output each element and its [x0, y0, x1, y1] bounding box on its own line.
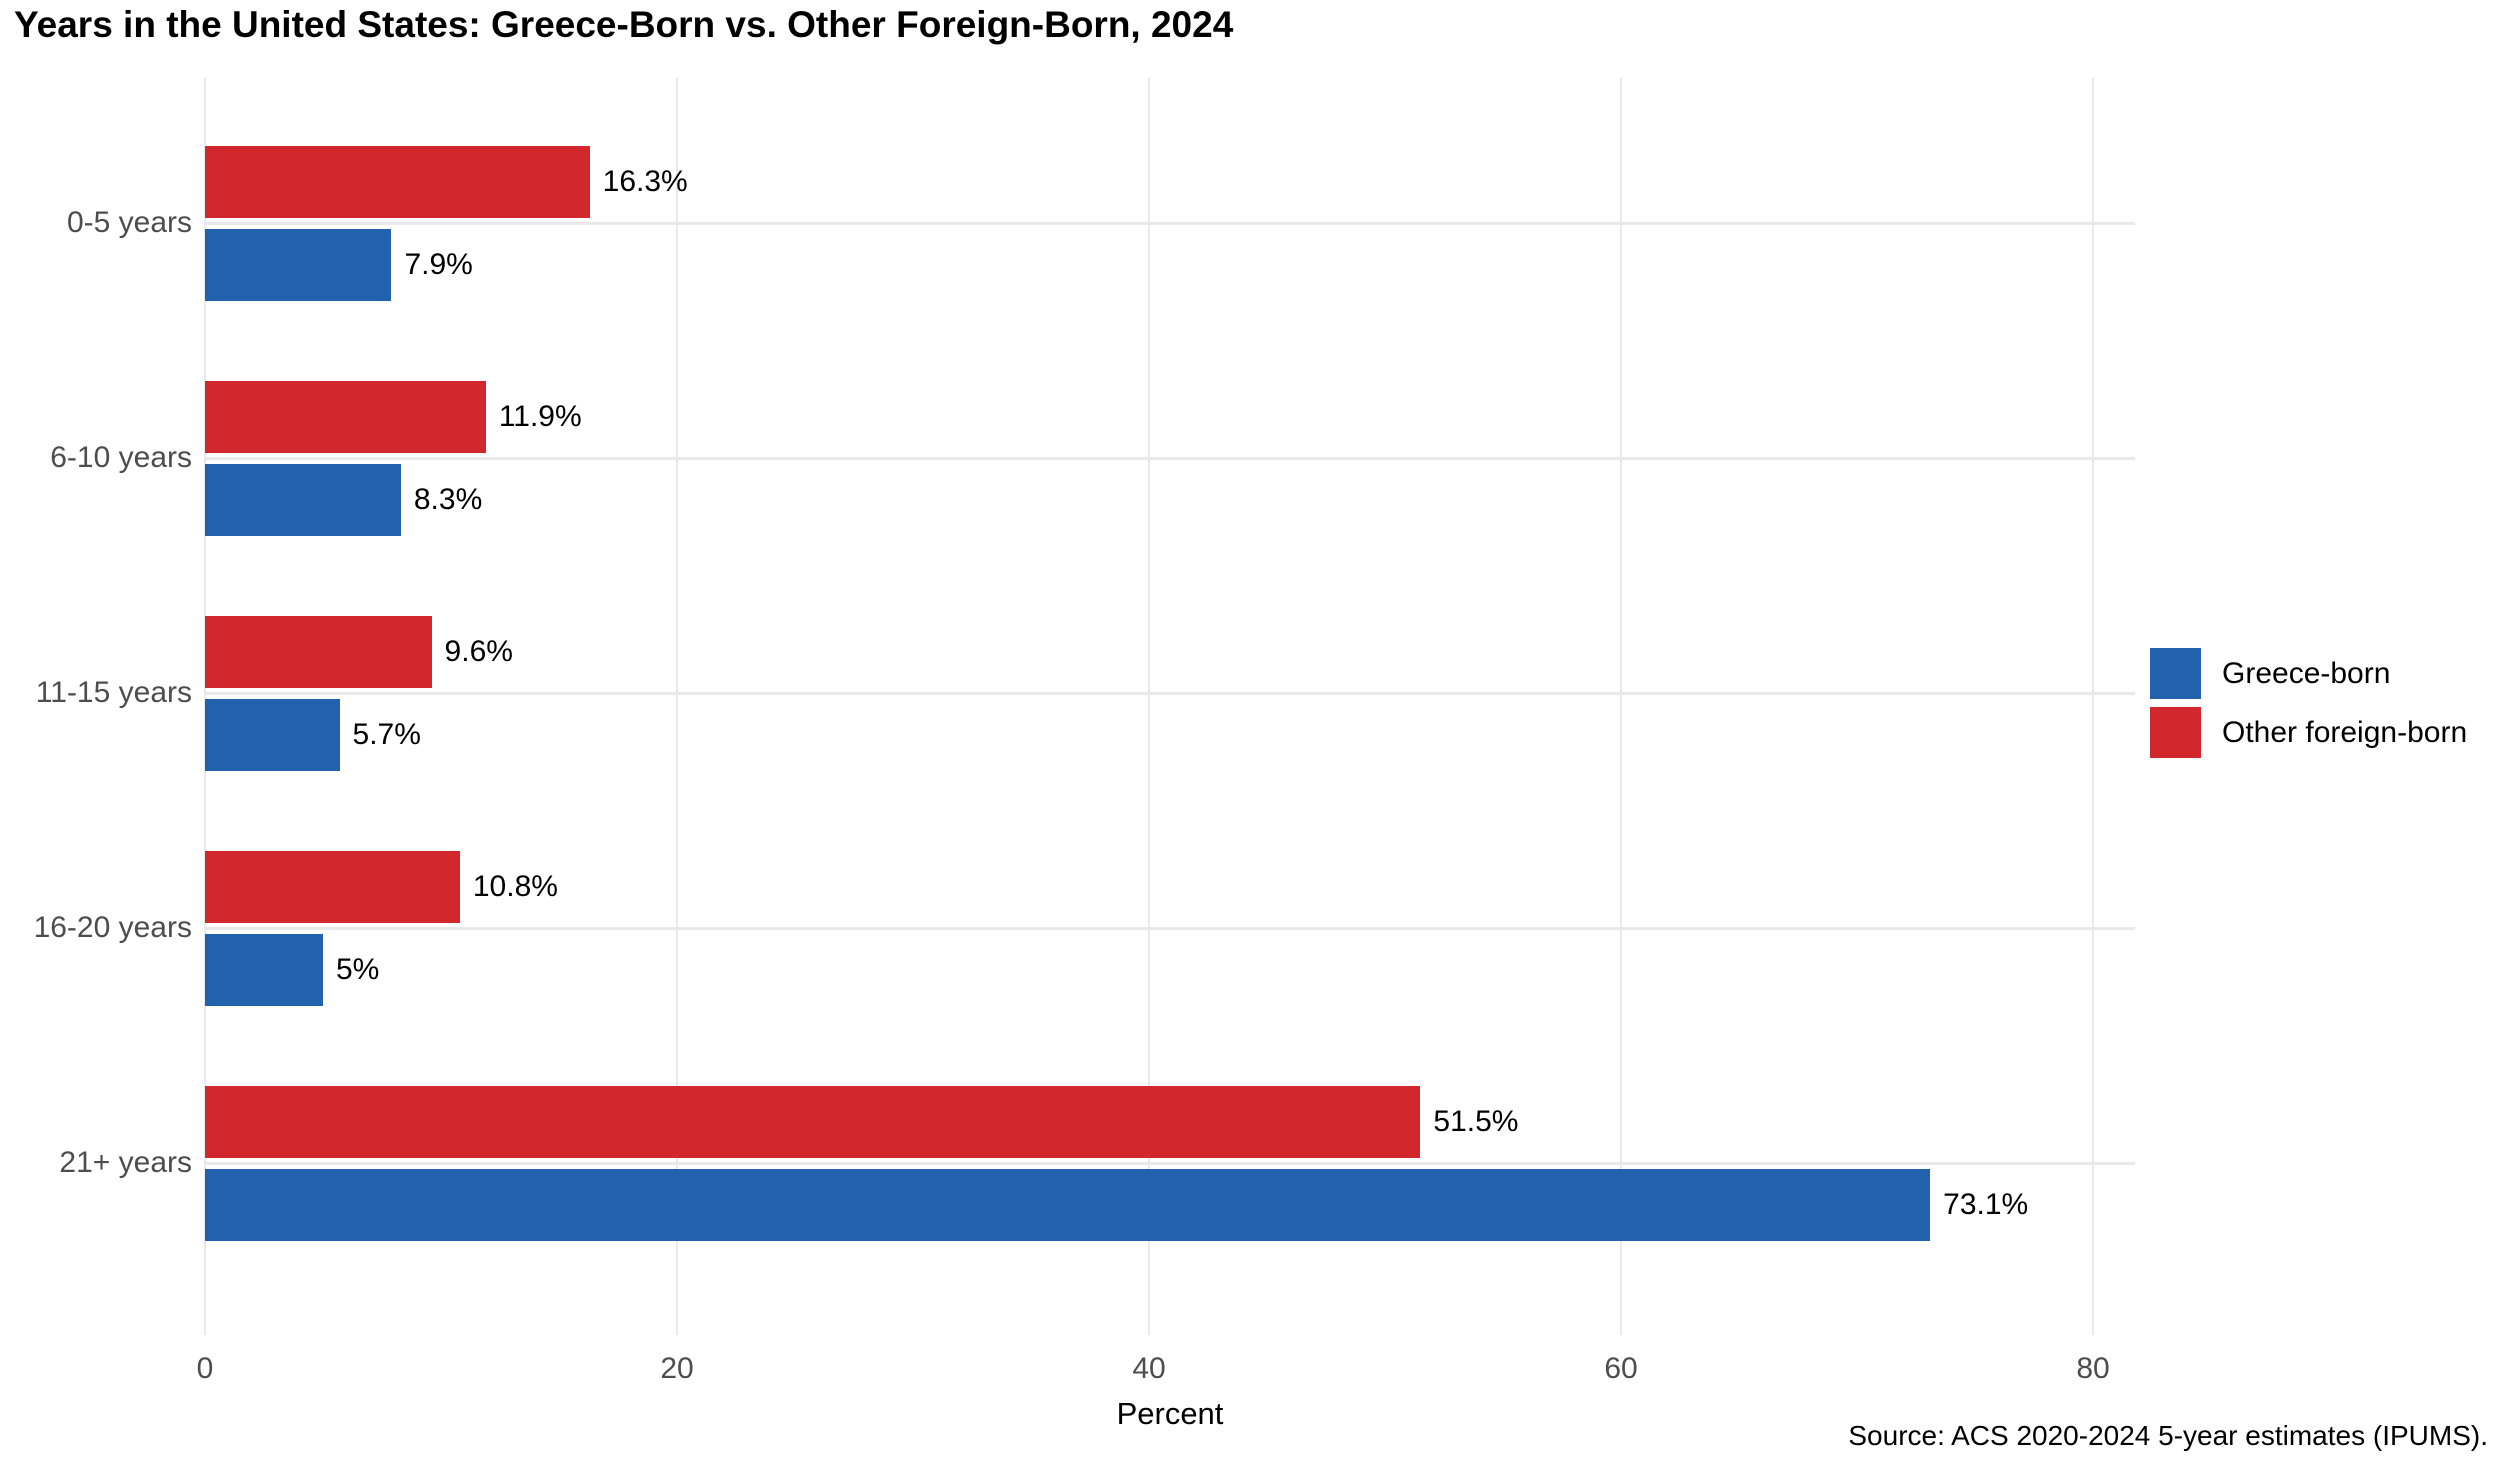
value-label-greece-born-0-5-years: 7.9%: [404, 248, 473, 281]
chart-title: Years in the United States: Greece-Born …: [14, 4, 1234, 45]
source-caption: Source: ACS 2020-2024 5-year estimates (…: [1848, 1420, 2488, 1451]
bar-greece-born-16-20-years: [205, 934, 323, 1006]
y-axis-label-11-15-years: 11-15 years: [35, 676, 192, 709]
bar-greece-born-11-15-years: [205, 699, 340, 771]
bar-other-foreign-born-11-15-years: [205, 616, 432, 688]
vertical-gridline-40: [1148, 78, 1150, 1335]
x-tick-label-80: 80: [2076, 1352, 2110, 1385]
y-axis-label-21-years: 21+ years: [59, 1146, 192, 1179]
x-tick-label-20: 20: [660, 1352, 694, 1385]
value-label-greece-born-11-15-years: 5.7%: [352, 718, 421, 751]
x-tick-label-60: 60: [1604, 1352, 1638, 1385]
bar-other-foreign-born-6-10-years: [205, 381, 486, 453]
horizontal-gridline-16-20-years: [205, 927, 2135, 930]
legend-key-swatch-greece-born: [2150, 648, 2201, 699]
plot-panel: 16.3% 7.9% 11.9% 8.3% 9.6% 5.7% 10.8% 5% 51.5% 73…: [204, 78, 2135, 1335]
y-axis-label-16-20-years: 16-20 years: [33, 911, 192, 944]
legend-label-greece-born: Greece-born: [2222, 657, 2391, 690]
horizontal-gridline-6-10-years: [205, 457, 2135, 460]
vertical-gridline-20: [676, 78, 678, 1335]
vertical-gridline-80: [2092, 78, 2094, 1335]
value-label-other-foreign-born-11-15-years: 9.6%: [444, 635, 513, 668]
legend-label-other-foreign-born: Other foreign-born: [2222, 716, 2468, 749]
horizontal-gridline-11-15-years: [205, 692, 2135, 695]
legend-key-swatch-other-foreign-born: [2150, 707, 2201, 758]
x-tick-label-40: 40: [1132, 1352, 1166, 1385]
value-label-other-foreign-born-21-years: 51.5%: [1433, 1105, 1519, 1138]
bar-other-foreign-born-0-5-years: [205, 146, 590, 218]
value-label-other-foreign-born-6-10-years: 11.9%: [498, 400, 582, 433]
horizontal-gridline-21-years: [205, 1162, 2135, 1165]
vertical-gridline-60: [1620, 78, 1622, 1335]
x-tick-label-0: 0: [196, 1352, 214, 1385]
bar-greece-born-0-5-years: [205, 229, 392, 301]
bar-other-foreign-born-16-20-years: [205, 851, 460, 923]
y-axis-label-0-5-years: 0-5 years: [66, 206, 192, 239]
y-axis-label-6-10-years: 6-10 years: [50, 441, 192, 474]
bar-other-foreign-born-21-years: [205, 1086, 1421, 1158]
value-label-greece-born-6-10-years: 8.3%: [413, 483, 483, 516]
bar-greece-born-6-10-years: [205, 464, 401, 536]
x-axis-title: Percent: [1116, 1396, 1224, 1431]
value-label-other-foreign-born-0-5-years: 16.3%: [602, 165, 688, 198]
value-label-greece-born-21-years: 73.1%: [1943, 1188, 2029, 1221]
value-label-greece-born-16-20-years: 5%: [336, 953, 380, 986]
value-label-other-foreign-born-16-20-years: 10.8%: [472, 870, 558, 903]
bar-greece-born-21-years: [205, 1169, 1931, 1241]
horizontal-gridline-0-5-years: [205, 222, 2135, 225]
